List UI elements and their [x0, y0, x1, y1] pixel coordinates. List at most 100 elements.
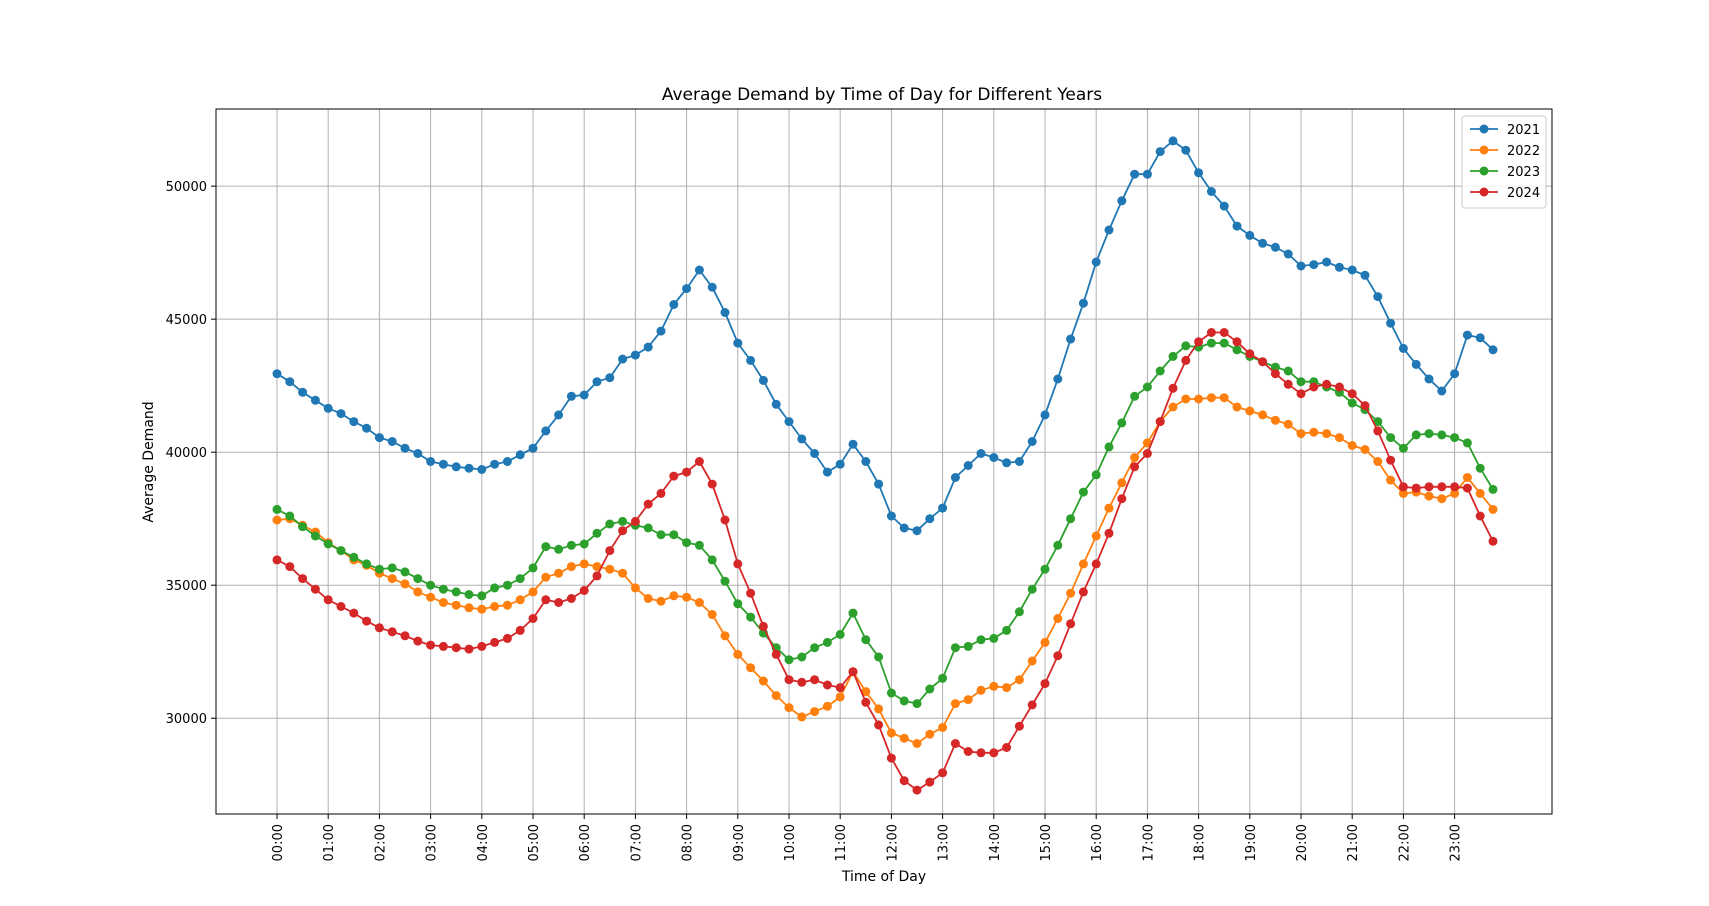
- data-point: [1040, 564, 1050, 574]
- data-point: [554, 410, 564, 420]
- data-point: [1194, 337, 1204, 347]
- data-point: [1130, 453, 1140, 462]
- data-point: [566, 540, 576, 550]
- y-tick-label: 45000: [166, 313, 207, 328]
- data-point: [874, 704, 884, 714]
- data-point: [630, 583, 640, 593]
- data-point: [387, 563, 397, 573]
- data-point: [720, 631, 730, 641]
- data-point: [1117, 196, 1127, 206]
- data-point: [669, 300, 679, 309]
- data-point: [400, 579, 410, 589]
- data-point: [528, 587, 538, 597]
- data-point: [682, 592, 692, 602]
- data-point: [669, 530, 679, 540]
- data-point: [451, 643, 461, 653]
- data-point: [400, 567, 410, 577]
- data-point: [605, 564, 615, 574]
- data-point: [963, 641, 973, 651]
- data-point: [579, 539, 589, 549]
- data-point: [1373, 426, 1383, 436]
- data-point: [592, 528, 602, 538]
- data-point: [1322, 429, 1332, 439]
- data-point: [733, 559, 743, 569]
- data-point: [272, 369, 282, 379]
- y-tick-label: 30000: [166, 712, 207, 727]
- x-tick-label: 08:00: [681, 824, 696, 861]
- data-point: [1398, 443, 1408, 453]
- data-point: [566, 562, 576, 572]
- data-point: [1462, 483, 1472, 493]
- data-point: [656, 596, 666, 606]
- data-point: [541, 572, 551, 582]
- data-point: [477, 465, 487, 474]
- data-point: [797, 652, 807, 662]
- data-point: [323, 539, 333, 549]
- data-point: [1296, 389, 1306, 399]
- x-tick-label: 23:00: [1449, 824, 1464, 861]
- data-point: [989, 453, 999, 462]
- data-point: [1270, 415, 1280, 425]
- data-point: [938, 673, 948, 683]
- data-point: [720, 515, 730, 525]
- data-point: [746, 588, 756, 598]
- data-point: [1270, 369, 1280, 379]
- y-axis: 30000 35000 40000 45000 50000: [166, 180, 216, 727]
- data-point: [1181, 355, 1191, 365]
- data-point: [848, 608, 858, 618]
- series-2023: [272, 338, 1498, 709]
- data-point: [771, 649, 781, 659]
- legend-marker: [1479, 124, 1489, 134]
- data-point: [1360, 445, 1370, 454]
- data-point: [1475, 488, 1485, 498]
- data-point: [784, 675, 794, 685]
- data-point: [1078, 487, 1088, 497]
- data-point: [1168, 383, 1178, 393]
- data-point: [810, 675, 820, 685]
- data-point: [950, 643, 960, 653]
- data-point: [1104, 442, 1114, 452]
- data-point: [797, 434, 807, 444]
- data-point: [682, 284, 692, 294]
- data-point: [656, 326, 666, 336]
- x-tick-label: 00:00: [271, 824, 286, 861]
- data-point: [694, 457, 704, 466]
- data-point: [1027, 700, 1037, 710]
- data-point: [912, 739, 922, 748]
- data-point: [1104, 225, 1114, 235]
- chart-title: Average Demand by Time of Day for Differ…: [662, 85, 1102, 105]
- data-point: [1053, 374, 1063, 384]
- data-point: [477, 591, 487, 601]
- data-point: [1206, 338, 1216, 348]
- data-point: [413, 574, 423, 584]
- legend-label: 2021: [1507, 123, 1540, 138]
- data-point: [950, 699, 960, 709]
- data-point: [720, 576, 730, 586]
- data-point: [592, 562, 602, 572]
- data-point: [451, 600, 461, 610]
- data-point: [1078, 559, 1088, 569]
- data-point: [669, 471, 679, 481]
- data-point: [1206, 328, 1216, 337]
- data-point: [1373, 292, 1383, 302]
- data-point: [1334, 262, 1344, 272]
- data-point: [1194, 394, 1204, 404]
- data-point: [874, 479, 884, 489]
- legend-label: 2024: [1507, 186, 1540, 201]
- data-point: [963, 461, 973, 470]
- data-point: [1270, 242, 1280, 252]
- data-point: [1168, 136, 1178, 146]
- data-point: [374, 564, 384, 574]
- data-point: [1155, 417, 1165, 427]
- data-point: [1002, 683, 1012, 693]
- x-tick-label: 19:00: [1244, 824, 1259, 861]
- data-point: [400, 443, 410, 453]
- data-point: [1245, 349, 1255, 359]
- data-point: [1130, 462, 1140, 472]
- data-point: [733, 649, 743, 659]
- data-point: [797, 712, 807, 722]
- data-point: [1258, 238, 1268, 248]
- data-point: [438, 459, 448, 469]
